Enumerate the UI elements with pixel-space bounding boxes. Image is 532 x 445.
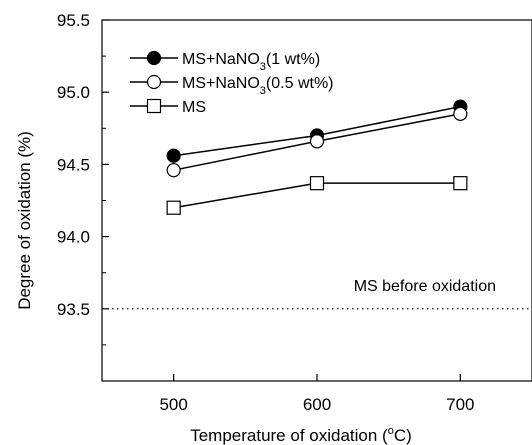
legend-label-main: MS+NaNO xyxy=(182,51,260,68)
legend-label: MS+NaNO3(1 wt%) xyxy=(182,51,320,73)
legend-label-suffix: (0.5 wt%) xyxy=(266,75,334,92)
data-point xyxy=(309,176,325,191)
y-tick-label: 95.0 xyxy=(57,83,90,102)
data-series xyxy=(166,99,468,215)
data-point xyxy=(309,134,325,149)
data-point xyxy=(453,106,468,121)
x-axis-title: Temperature of oxidation (oC) xyxy=(190,425,412,445)
legend-label-subscript: 3 xyxy=(260,85,266,97)
x-axis-title-main: Temperature of oxidation ( xyxy=(190,426,388,445)
series-3 xyxy=(166,176,468,215)
legend-entry: MS+NaNO3(0.5 wt%) xyxy=(130,74,334,97)
legend-label-main: MS+NaNO xyxy=(182,75,260,92)
series-2 xyxy=(166,106,468,178)
x-axis-title-degree: o xyxy=(388,425,394,437)
data-point xyxy=(166,148,181,163)
y-tick-label: 95.5 xyxy=(57,11,90,30)
legend-label-main: MS xyxy=(182,99,206,116)
legend-marker xyxy=(146,74,162,90)
legend-label: MS xyxy=(182,99,206,116)
legend: MS+NaNO3(1 wt%)MS+NaNO3(0.5 wt%)MS xyxy=(130,50,334,116)
x-tick-label: 700 xyxy=(446,395,474,414)
legend-marker xyxy=(146,50,162,66)
data-point xyxy=(166,163,181,178)
x-tick-label: 500 xyxy=(159,395,187,414)
data-point xyxy=(166,200,181,215)
y-tick-label: 94.0 xyxy=(57,228,90,247)
y-tick-label: 94.5 xyxy=(57,155,90,174)
x-axis-title-unit: C) xyxy=(394,426,412,445)
series-1 xyxy=(166,99,468,163)
y-axis-title: Degree of oxidation (%) xyxy=(15,131,34,310)
data-point xyxy=(453,176,468,191)
reference-line-label: MS before oxidation xyxy=(354,278,496,295)
y-tick-label: 93.5 xyxy=(57,300,90,319)
legend-label-suffix: (1 wt%) xyxy=(266,51,320,68)
legend-entry: MS xyxy=(130,98,206,116)
legend-marker xyxy=(146,98,162,114)
axis-ticks: 93.5 94.0 94.5 95.0 95.5 500 600 700 xyxy=(57,11,475,414)
legend-label-subscript: 3 xyxy=(260,61,266,73)
legend-entry: MS+NaNO3(1 wt%) xyxy=(130,50,320,73)
x-tick-label: 600 xyxy=(303,395,331,414)
legend-label: MS+NaNO3(0.5 wt%) xyxy=(182,75,334,97)
